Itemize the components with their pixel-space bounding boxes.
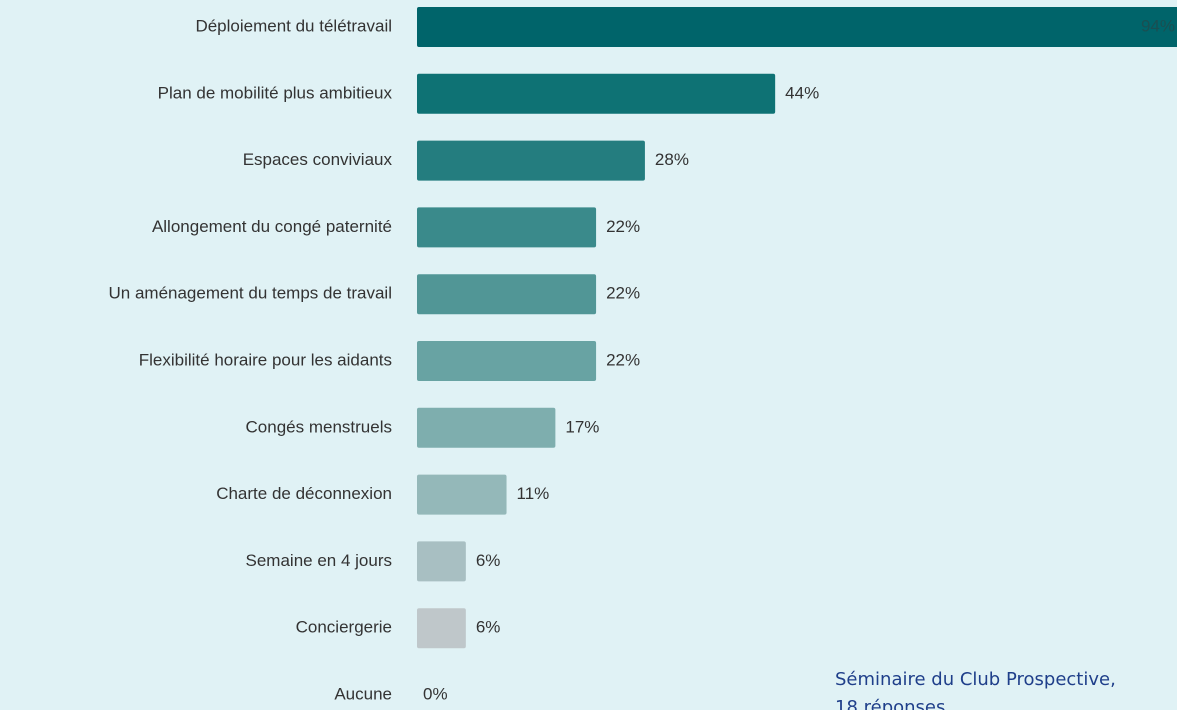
bar bbox=[417, 608, 466, 649]
category-label: Aucune bbox=[334, 684, 392, 703]
category-label: Semaine en 4 jours bbox=[246, 551, 392, 570]
category-label: Charte de déconnexion bbox=[216, 484, 392, 503]
value-label: 0% bbox=[423, 684, 448, 703]
category-label: Espaces conviviaux bbox=[243, 150, 393, 169]
category-label: Plan de mobilité plus ambitieux bbox=[158, 83, 393, 102]
bar bbox=[417, 73, 776, 114]
bar bbox=[417, 341, 597, 381]
annotation: Séminaire du Club Prospective, bbox=[835, 669, 1116, 690]
category-label: Un aménagement du temps de travail bbox=[109, 284, 393, 303]
value-label: 6% bbox=[476, 618, 501, 637]
bar bbox=[417, 541, 466, 582]
category-label: Déploiement du télétravail bbox=[195, 16, 392, 35]
category-label: Flexibilité horaire pour les aidants bbox=[139, 350, 392, 369]
category-label: Congés menstruels bbox=[246, 417, 392, 436]
value-label: 28% bbox=[655, 150, 689, 169]
bar bbox=[417, 474, 507, 515]
bar bbox=[417, 7, 1177, 47]
value-label: 44% bbox=[785, 83, 819, 102]
value-label: 22% bbox=[606, 350, 640, 369]
bar bbox=[417, 274, 597, 315]
bar bbox=[417, 407, 556, 448]
value-label: 22% bbox=[606, 217, 640, 236]
category-label: Allongement du congé paternité bbox=[152, 217, 392, 236]
value-label: 94% bbox=[1141, 16, 1175, 35]
value-label: 11% bbox=[517, 484, 550, 503]
bar bbox=[417, 207, 597, 248]
value-label: 17% bbox=[565, 417, 599, 436]
annotation: 18 réponses bbox=[835, 697, 945, 710]
category-label: Conciergerie bbox=[296, 618, 392, 637]
value-label: 6% bbox=[476, 551, 501, 570]
bar bbox=[417, 140, 645, 181]
value-label: 22% bbox=[606, 284, 640, 303]
